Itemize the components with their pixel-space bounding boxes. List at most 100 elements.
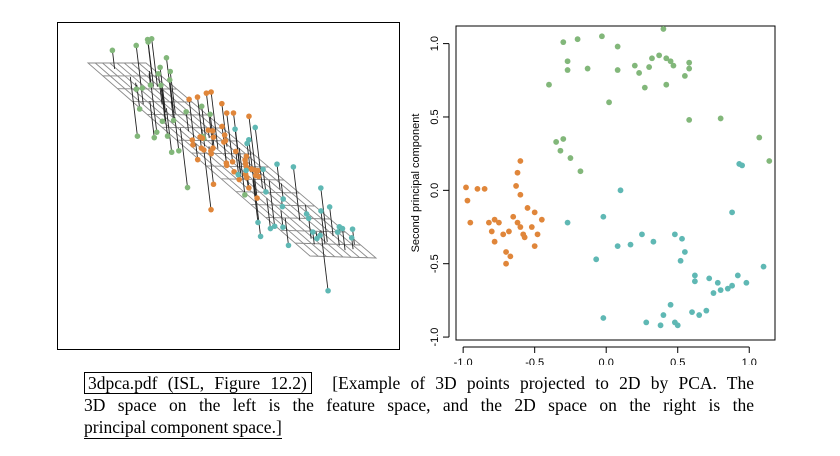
data-point (681, 249, 688, 255)
feature-point (198, 103, 205, 110)
projection-line (221, 126, 228, 166)
data-point (517, 191, 524, 198)
projection-line (201, 106, 207, 141)
projection-line (151, 38, 158, 87)
feature-point (194, 94, 201, 100)
data-point (614, 243, 621, 249)
projection-plane (86, 62, 378, 259)
data-point (679, 235, 685, 242)
plane-grid-line (102, 62, 327, 257)
feature-point (186, 96, 192, 103)
data-point (496, 219, 502, 226)
series-3 (564, 161, 767, 329)
feature-point (326, 204, 333, 210)
feature-space-3d-panel (57, 22, 400, 350)
data-point (488, 228, 495, 235)
data-point (500, 231, 507, 238)
feature-point (210, 145, 216, 151)
plane-grid-line (116, 62, 344, 258)
feature-point (194, 156, 201, 163)
projection-line (179, 128, 188, 188)
data-point (691, 272, 698, 279)
y-tick-label: 1.0 (429, 36, 441, 51)
data-point (674, 322, 681, 329)
projection-line (284, 218, 289, 246)
projection-line (170, 101, 175, 121)
data-point (717, 287, 724, 294)
data-point (510, 213, 517, 220)
feature-point (207, 111, 213, 118)
figure-caption: 3dpca.pdf (ISL, Figure 12.2) [Example of… (84, 372, 754, 439)
data-point (714, 279, 721, 286)
feature-point (246, 185, 252, 191)
data-point (564, 58, 571, 65)
projection-line (161, 89, 169, 137)
plane-grid-line (123, 62, 352, 258)
data-point (729, 209, 735, 216)
projection-line (210, 91, 219, 149)
projection-line (166, 57, 173, 108)
data-point (507, 253, 514, 260)
data-point (584, 65, 591, 72)
feature-point (334, 229, 341, 235)
data-point (467, 219, 474, 226)
data-point (706, 275, 713, 282)
feature-point (318, 185, 324, 191)
projection-line (329, 206, 334, 237)
data-point (517, 224, 524, 230)
feature-point (230, 110, 237, 116)
feature-point (248, 166, 255, 172)
data-point (743, 279, 750, 286)
x-tick-label: 1.0 (742, 357, 757, 365)
caption-text-1: [Example of 3D points projected to 2D by… (332, 373, 754, 393)
feature-point (148, 36, 155, 42)
feature-point (325, 287, 331, 294)
data-point (517, 158, 524, 164)
y-tick-label: 0.0 (429, 183, 441, 198)
projection-line (262, 169, 267, 193)
feature-point (279, 203, 286, 210)
data-point (639, 231, 645, 238)
feature-point (133, 42, 140, 49)
data-point (546, 81, 552, 88)
feature-point (236, 176, 242, 183)
data-point (564, 219, 571, 226)
data-point (481, 185, 488, 192)
y-axis-label: Second principal component (410, 114, 422, 253)
data-point (614, 67, 621, 73)
data-point (614, 43, 621, 50)
feature-point (153, 129, 160, 135)
data-point (703, 307, 710, 314)
projection-line (252, 179, 259, 223)
data-point (464, 197, 471, 204)
feature-point (208, 150, 215, 157)
feature-point (257, 233, 264, 240)
data-point (686, 65, 693, 72)
feature-point (219, 100, 225, 107)
feature-point (255, 219, 261, 226)
projection-line (342, 228, 346, 251)
projection-line (165, 108, 173, 153)
feature-point (109, 47, 116, 54)
projection-line (320, 210, 326, 244)
data-point (670, 62, 677, 69)
feature-point (244, 174, 250, 181)
data-point (520, 231, 527, 238)
feature-point (348, 234, 355, 241)
feature-point (184, 184, 191, 191)
projection-line (292, 166, 301, 221)
feature-point (349, 226, 356, 232)
feature-point (243, 167, 249, 174)
feature-point (280, 196, 287, 202)
feature-point (221, 132, 228, 138)
data-point (538, 216, 545, 223)
x-tick-label: -0.5 (525, 357, 544, 365)
projection-line (203, 149, 212, 210)
data-point (677, 257, 684, 264)
feature-space-3d-plot (86, 36, 378, 294)
feature-point (159, 118, 166, 125)
data-point (657, 322, 664, 329)
feature-point (233, 148, 239, 155)
data-point (600, 315, 607, 321)
data-point (663, 55, 670, 62)
